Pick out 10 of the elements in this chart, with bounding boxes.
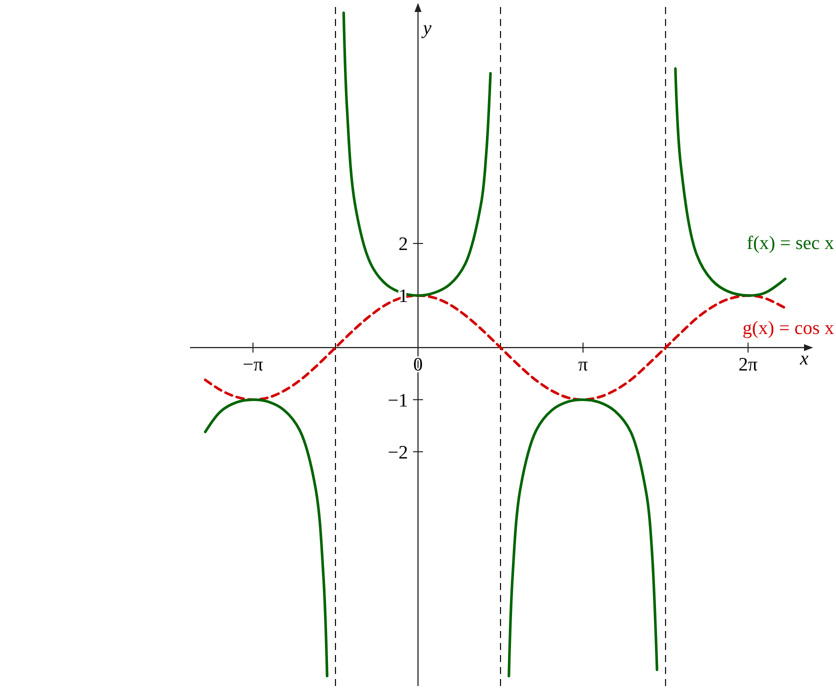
x-axis-title: x [799,348,809,370]
x-tick-label: π [578,354,588,376]
y-tick-label: −1 [388,390,408,412]
y-axis-title: y [420,18,432,39]
x-tick-label: 2π [738,354,758,376]
series-label: f(x) = sec x [746,232,834,254]
series-label: g(x) = cos x [742,318,834,340]
y-tick-label: −2 [388,442,408,464]
x-tick-label: −π [242,354,264,376]
y-tick-label: 2 [398,234,408,256]
